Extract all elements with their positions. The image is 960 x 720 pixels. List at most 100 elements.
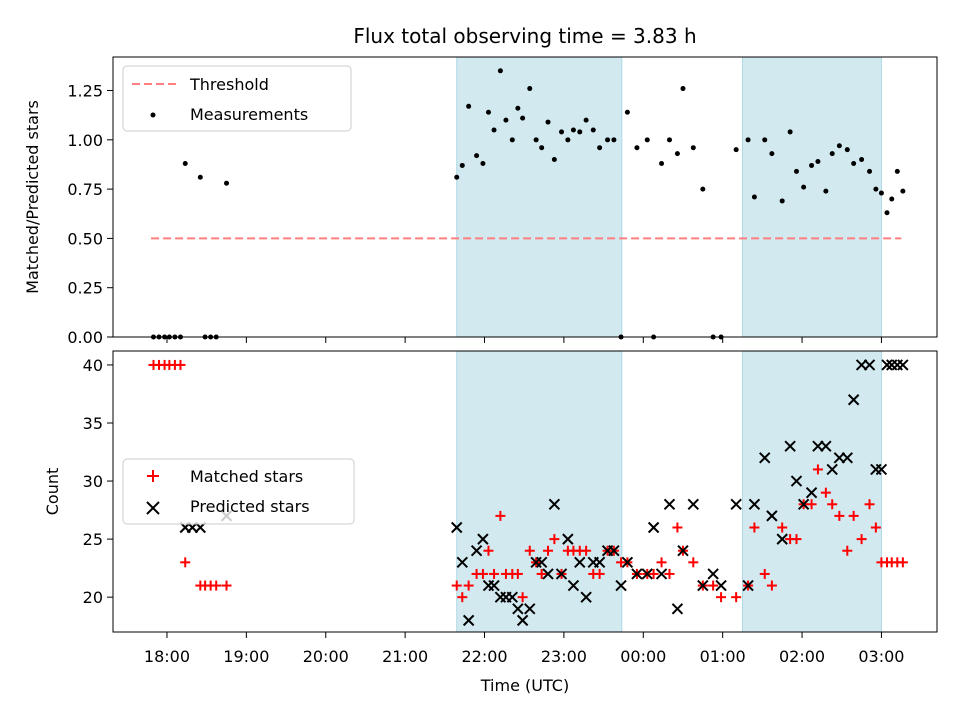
cross-b: [641, 568, 653, 580]
series-predicted-stars: [179, 359, 909, 627]
y-tick-label: 0.50: [67, 229, 103, 248]
ratio-legend: Threshold Measurements: [122, 65, 352, 132]
observing-window-band: [456, 56, 623, 338]
x-tick-label: 00:00: [620, 647, 666, 666]
predicted-point: [516, 614, 529, 627]
y-axis-label: Matched/Predicted stars: [23, 100, 42, 294]
cross-b: [512, 603, 524, 615]
measurement-point: [466, 103, 472, 109]
measurement-point: [491, 127, 497, 133]
cross-b: [462, 614, 475, 627]
legend-frame: [122, 65, 352, 132]
predicted-legend-swatch: [146, 501, 160, 515]
measurement-point: [859, 157, 865, 163]
matched-point: [897, 557, 908, 568]
measurement-point: [745, 137, 751, 143]
measurement-point: [659, 160, 665, 166]
cross-b: [574, 556, 586, 569]
y-tick-label: 30: [83, 472, 103, 491]
cross-b: [456, 556, 468, 569]
cross-b: [897, 359, 909, 371]
matched-legend-swatch: [147, 470, 159, 482]
cross-b: [615, 579, 627, 592]
cross-b: [820, 440, 832, 452]
predicted-point: [641, 568, 653, 580]
cross-b: [841, 452, 854, 464]
predicted-point: [820, 440, 832, 452]
predicted-point: [555, 568, 568, 580]
measurement-point: [829, 151, 835, 157]
matched-point: [211, 580, 222, 591]
cross-b: [784, 440, 796, 452]
measurement-point: [666, 137, 672, 143]
matched-point: [791, 534, 802, 545]
x-tick-label: 23:00: [541, 647, 587, 666]
matched-point: [517, 592, 528, 603]
panel-frame: [112, 350, 938, 633]
cross-b: [826, 463, 838, 476]
measurement-point: [779, 198, 785, 204]
x-tick-label: 03:00: [858, 647, 904, 666]
measurement-point: [751, 194, 757, 200]
measurement-point: [509, 137, 515, 143]
y-tick-label: 0.25: [67, 279, 103, 298]
cross-b: [593, 556, 606, 569]
x-tick-label: 19:00: [223, 647, 269, 666]
cross-b: [671, 603, 684, 615]
predicted-point: [477, 533, 489, 545]
matched-point: [759, 568, 770, 579]
cross-b: [580, 591, 592, 603]
observing-window-band: [742, 56, 882, 338]
y-axis-label: Count: [43, 468, 62, 516]
series-measurements: [150, 68, 906, 340]
cross-b: [766, 510, 778, 522]
y-tick-label: 40: [83, 356, 103, 375]
cross-b: [730, 498, 742, 510]
matched-legend-label: Matched stars: [190, 467, 303, 486]
cross-b: [759, 452, 771, 464]
x-tick-label: 20:00: [303, 647, 349, 666]
cross-b: [715, 579, 727, 592]
matched-point: [842, 545, 853, 556]
matched-point: [451, 580, 462, 591]
matched-point: [672, 522, 683, 533]
predicted-point: [621, 556, 634, 569]
cross-b: [555, 568, 568, 580]
cross-b: [863, 359, 876, 371]
threshold-legend-label: Threshold: [189, 75, 269, 94]
measurement-point: [454, 174, 460, 180]
measurement-point: [545, 119, 551, 125]
predicted-point: [841, 452, 854, 464]
predicted-point: [742, 579, 754, 592]
cross-b: [524, 603, 536, 615]
measurement-point: [787, 129, 793, 135]
predicted-point: [797, 498, 810, 510]
cross-b: [535, 556, 548, 569]
measurement-point: [769, 151, 775, 157]
matched-point: [477, 568, 488, 579]
predicted-point: [784, 440, 796, 452]
cross-b: [776, 533, 788, 545]
predicted-point: [451, 521, 463, 534]
count-legend: Matched stars Predicted stars: [122, 458, 355, 525]
measurement-point: [577, 129, 583, 135]
matched-point: [536, 568, 547, 579]
predicted-point: [730, 498, 742, 510]
predicted-point: [663, 498, 676, 510]
cross-b: [542, 568, 554, 580]
measurement-point: [559, 129, 565, 135]
measurement-point: [733, 147, 739, 153]
predicted-point: [707, 568, 719, 580]
predicted-point: [512, 603, 524, 615]
measurement-point: [674, 151, 680, 157]
predicted-legend-label: Predicted stars: [190, 497, 310, 516]
predicted-point: [567, 579, 580, 592]
x-tick-label: 21:00: [382, 647, 428, 666]
measurement-point: [815, 159, 821, 165]
y-tick-label: 20: [83, 588, 103, 607]
matched-point: [180, 557, 191, 568]
predicted-point: [805, 486, 818, 499]
predicted-point: [462, 614, 475, 627]
matched-point: [856, 534, 867, 545]
